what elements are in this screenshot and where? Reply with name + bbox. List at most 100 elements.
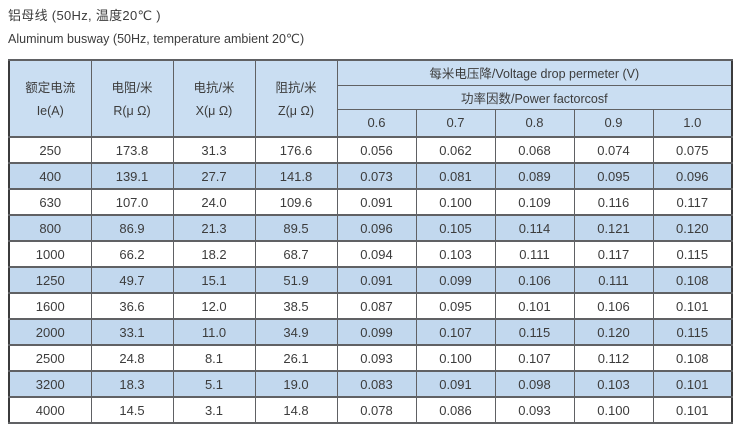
value-cell: 0.087 [336,292,417,320]
value-cell: 0.108 [652,266,733,294]
power-factor-value: 0.9 [573,108,654,138]
value-cell: 0.073 [336,162,417,190]
table-row: 1600 36.6 12.0 38.5 0.087 0.095 0.101 0.106 0.10… [8,292,733,320]
header-row-factor-values: 0.6 0.7 0.8 0.9 1.0 [9,108,733,138]
value-cell: 0.117 [573,240,654,268]
header-rated-current-zh: 额定电流 [25,80,76,95]
value-cell: 0.121 [573,214,654,242]
rated-current-cell: 1000 [8,240,92,268]
header-reactance-zh: 电抗/米 [193,80,235,95]
value-cell: 0.083 [336,370,417,398]
rated-current-cell: 4000 [8,396,92,424]
value-cell: 0.111 [573,266,654,294]
table-row: 630 107.0 24.0 109.6 0.091 0.100 0.109 0.116 0.1… [8,188,733,216]
value-cell: 0.114 [494,214,575,242]
value-cell: 49.7 [90,266,174,294]
header-voltage-drop: 每米电压降/Voltage drop permeter (V) [336,59,733,86]
value-cell: 0.100 [415,344,496,372]
table-row: 1000 66.2 18.2 68.7 0.094 0.103 0.111 0.117 0.11… [8,240,733,268]
value-cell: 0.107 [415,318,496,346]
rated-current-cell: 630 [8,188,92,216]
value-cell: 0.091 [415,370,496,398]
header-rated-current-en: Ie(A) [36,103,64,118]
value-cell: 24.8 [90,344,174,372]
value-cell: 173.8 [90,136,174,164]
value-cell: 0.094 [336,240,417,268]
power-factor-value: 0.8 [494,108,575,138]
header-reactance: 电抗/米 X(μ Ω) [172,59,256,138]
value-cell: 107.0 [90,188,174,216]
header-row-power-factor: 功率因数/Power factorcosf [9,84,733,110]
value-cell: 0.095 [573,162,654,190]
rated-current-cell: 800 [8,214,92,242]
value-cell: 0.062 [415,136,496,164]
value-cell: 18.3 [90,370,174,398]
value-cell: 0.096 [336,214,417,242]
value-cell: 0.115 [652,240,733,268]
table-row: 800 86.9 21.3 89.5 0.096 0.105 0.114 0.121 0.120 [8,214,733,242]
table-row: 1250 49.7 15.1 51.9 0.091 0.099 0.106 0.111 0.10… [8,266,733,294]
value-cell: 0.100 [573,396,654,424]
value-cell: 21.3 [172,214,256,242]
value-cell: 0.103 [415,240,496,268]
value-cell: 0.099 [415,266,496,294]
rated-current-cell: 400 [8,162,92,190]
value-cell: 18.2 [172,240,256,268]
header-power-factor: 功率因数/Power factorcosf [336,84,733,110]
table-row: 3200 18.3 5.1 19.0 0.083 0.091 0.098 0.103 0.101 [8,370,733,398]
value-cell: 33.1 [90,318,174,346]
value-cell: 176.6 [254,136,338,164]
value-cell: 51.9 [254,266,338,294]
table-row: 2000 33.1 11.0 34.9 0.099 0.107 0.115 0.120 0.11… [8,318,733,346]
value-cell: 0.093 [494,396,575,424]
rated-current-cell: 2500 [8,344,92,372]
value-cell: 11.0 [172,318,256,346]
value-cell: 0.108 [652,344,733,372]
value-cell: 0.099 [336,318,417,346]
value-cell: 5.1 [172,370,256,398]
value-cell: 3.1 [172,396,256,424]
value-cell: 0.075 [652,136,733,164]
value-cell: 0.098 [494,370,575,398]
value-cell: 0.074 [573,136,654,164]
value-cell: 0.095 [415,292,496,320]
header-impedance-en: Z(μ Ω) [278,103,314,118]
value-cell: 0.091 [336,266,417,294]
value-cell: 14.5 [90,396,174,424]
value-cell: 27.7 [172,162,256,190]
table-row: 4000 14.5 3.1 14.8 0.078 0.086 0.093 0.100 0.101 [8,396,733,424]
value-cell: 0.089 [494,162,575,190]
value-cell: 0.093 [336,344,417,372]
power-factor-value: 1.0 [652,108,733,138]
table-row: 400 139.1 27.7 141.8 0.073 0.081 0.089 0.095 0.0… [8,162,733,190]
table-row: 250 173.8 31.3 176.6 0.056 0.062 0.068 0.074 0.0… [8,136,733,164]
page-title-zh: 铝母线 (50Hz, 温度20℃ ) [8,8,161,23]
value-cell: 139.1 [90,162,174,190]
value-cell: 0.109 [494,188,575,216]
value-cell: 109.6 [254,188,338,216]
value-cell: 14.8 [254,396,338,424]
value-cell: 141.8 [254,162,338,190]
value-cell: 0.096 [652,162,733,190]
value-cell: 0.091 [336,188,417,216]
value-cell: 0.103 [573,370,654,398]
value-cell: 19.0 [254,370,338,398]
value-cell: 0.106 [573,292,654,320]
value-cell: 0.081 [415,162,496,190]
value-cell: 0.101 [652,396,733,424]
busway-spec-table: 额定电流 Ie(A) 电阻/米 R(μ Ω) 电抗/米 X(μ Ω) 阻抗/米 … [8,59,734,424]
header-resistance-en: R(μ Ω) [113,103,151,118]
rated-current-cell: 1600 [8,292,92,320]
page-title-en: Aluminum busway (50Hz, temperature ambie… [8,32,305,46]
value-cell: 0.086 [415,396,496,424]
value-cell: 0.106 [494,266,575,294]
value-cell: 86.9 [90,214,174,242]
page-titles: 铝母线 (50Hz, 温度20℃ ) Aluminum busway (50Hz… [0,0,739,49]
value-cell: 0.120 [573,318,654,346]
power-factor-value: 0.6 [336,108,417,138]
header-impedance-zh: 阻抗/米 [275,80,317,95]
rated-current-cell: 250 [8,136,92,164]
table-header: 额定电流 Ie(A) 电阻/米 R(μ Ω) 电抗/米 X(μ Ω) 阻抗/米 … [8,59,733,138]
header-reactance-en: X(μ Ω) [195,103,233,118]
value-cell: 0.107 [494,344,575,372]
